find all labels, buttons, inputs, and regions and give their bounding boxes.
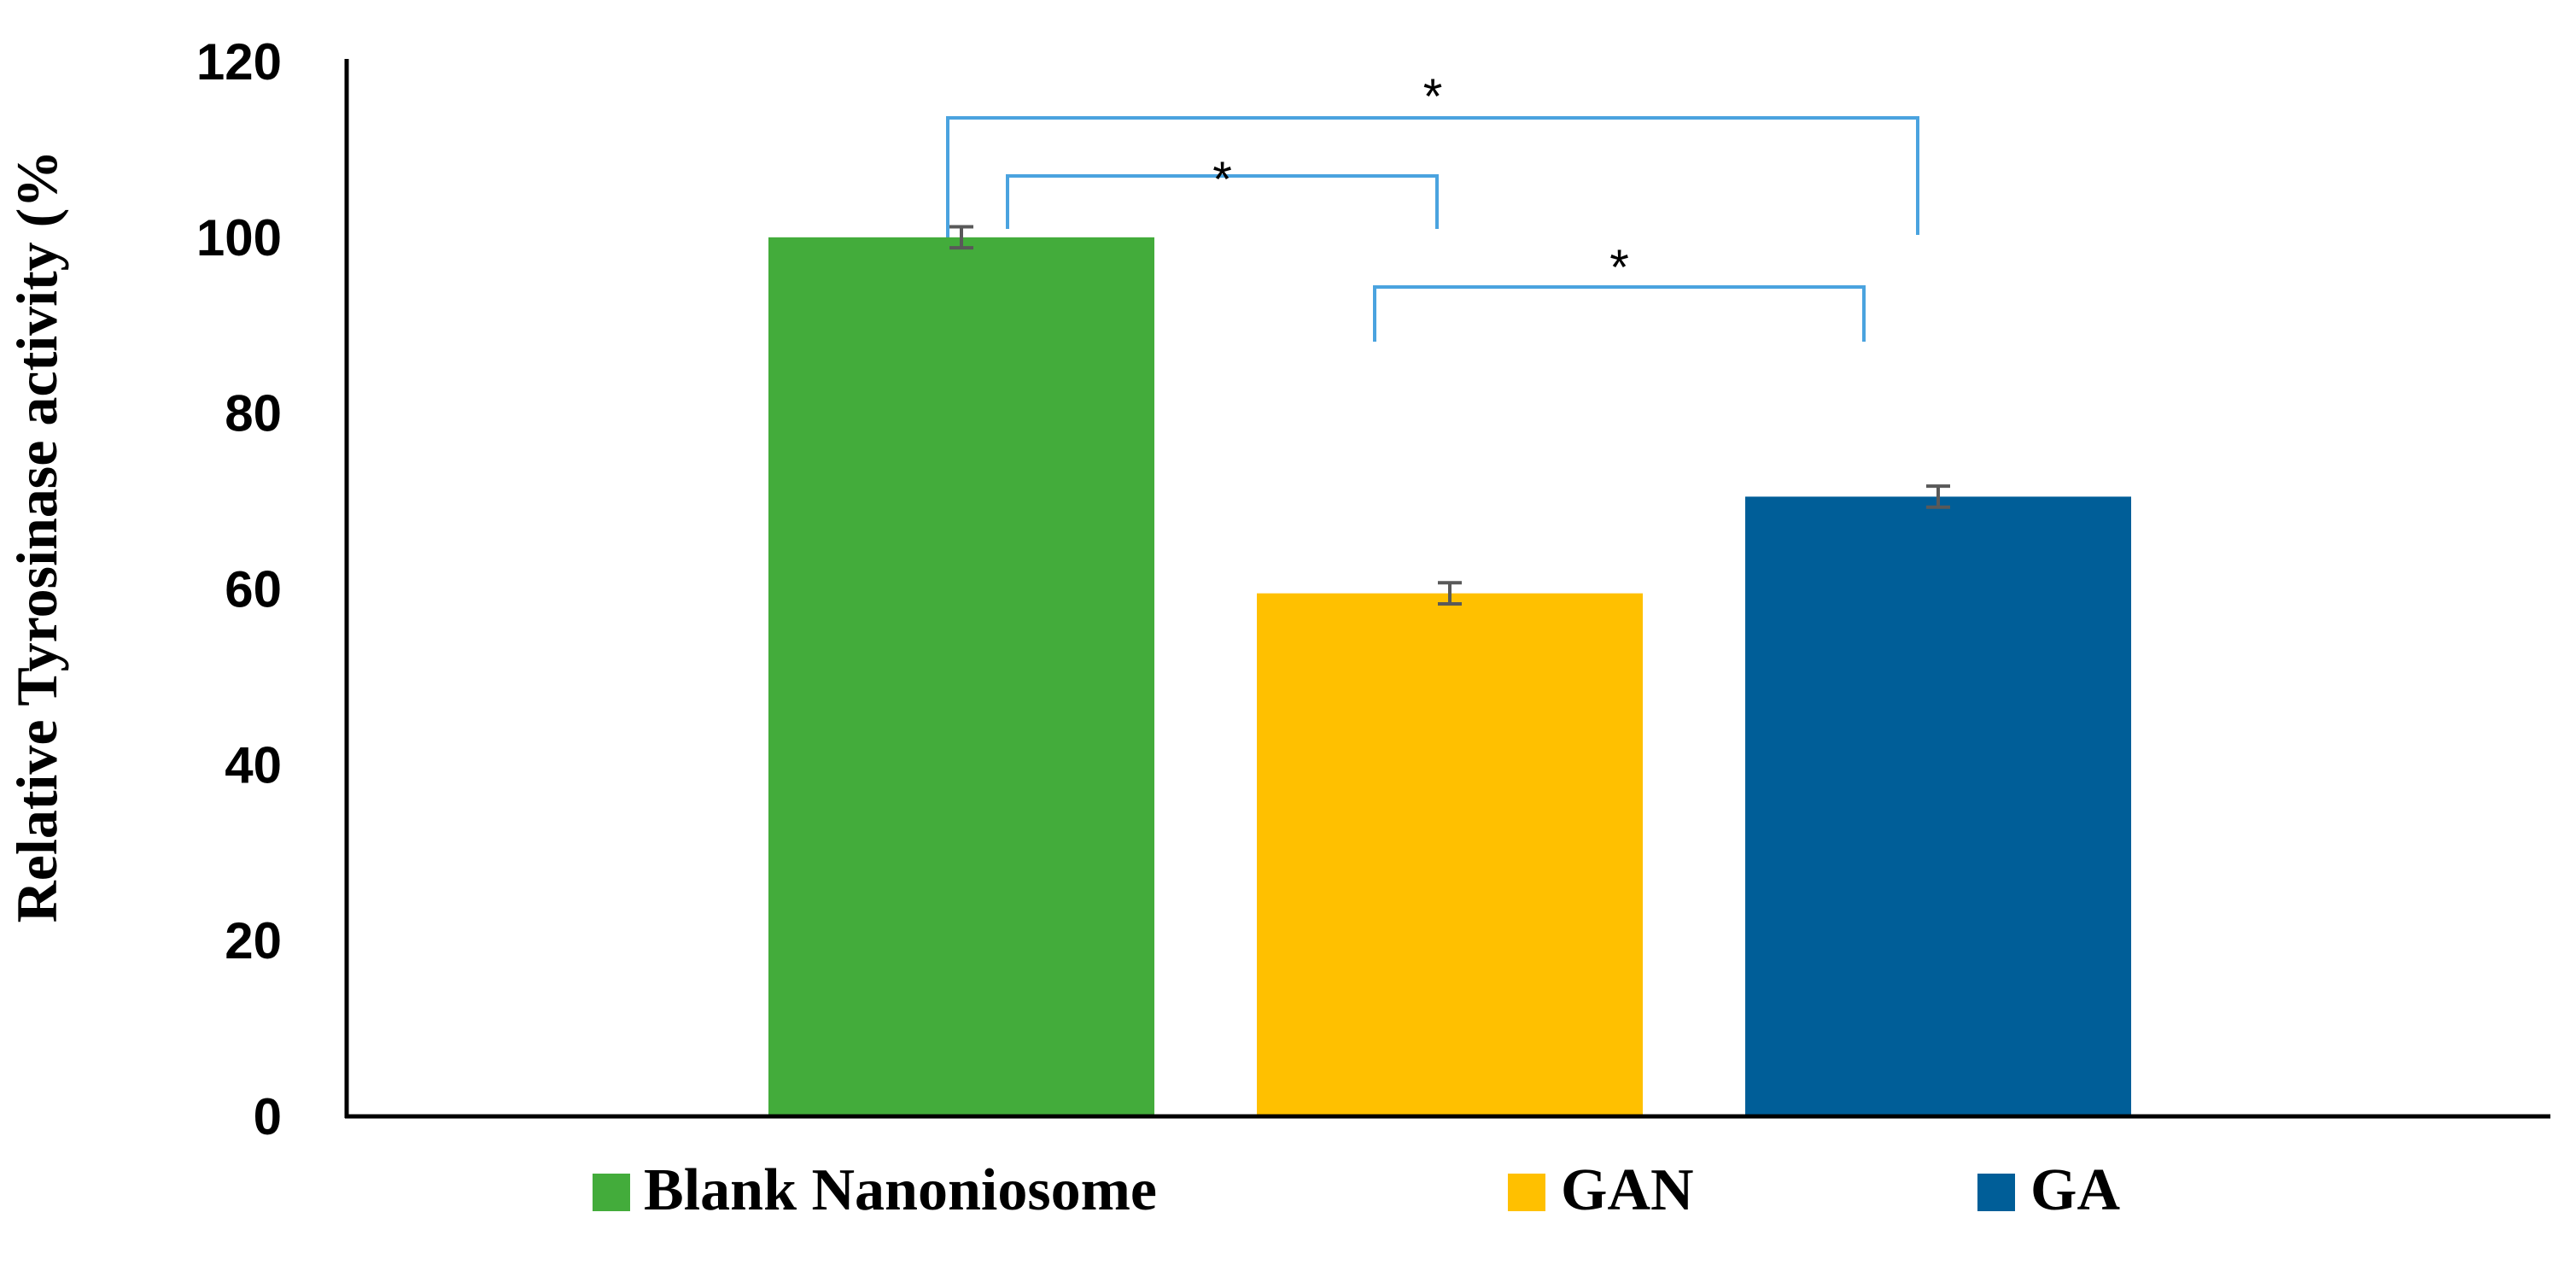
y-tick-label: 100 [196,209,282,266]
y-axis-title: Relative Tyrosinase activity (% [4,150,69,923]
legend-swatch [593,1174,630,1211]
y-tick-label: 40 [225,736,282,794]
significance-star: * [1212,152,1232,208]
y-tick-label: 20 [225,912,282,969]
legend-label: GAN [1561,1157,1694,1223]
error-bars [949,225,1950,606]
bracket-line [1006,174,1439,229]
significance-bracket: * [1006,152,1439,229]
legend-item: Blank Nanoniosome [593,1157,1157,1223]
legend-swatch [1508,1174,1545,1211]
significance-star: * [1423,69,1443,125]
bars [768,237,2131,1116]
legend-item: GAN [1508,1157,1694,1223]
error-bar [1926,484,1950,509]
error-bar [949,225,973,250]
bracket-line [1373,285,1866,342]
y-tick-labels: 0 20 40 60 80 100 120 [196,33,282,1145]
y-tick-label: 0 [254,1088,282,1145]
y-tick-label: 120 [196,33,282,91]
bar [768,237,1154,1116]
bracket-line [946,116,1919,246]
y-tick-label: 60 [225,561,282,618]
bar [1745,496,2131,1116]
legend-swatch [1977,1174,2015,1211]
y-tick-label: 80 [225,385,282,442]
significance-bracket: * [946,69,1919,246]
error-bar [1438,581,1462,606]
legend-label: GA [2030,1157,2120,1223]
legend-label: Blank Nanoniosome [644,1157,1157,1223]
legend-item: GA [1977,1157,2120,1223]
significance-star: * [1609,240,1629,296]
significance-bracket: * [1373,240,1866,342]
significance-brackets: * * * [946,69,1919,342]
axes [344,59,2550,1119]
bar [1257,593,1643,1116]
legend: Blank Nanoniosome GAN GA [593,1157,2120,1223]
